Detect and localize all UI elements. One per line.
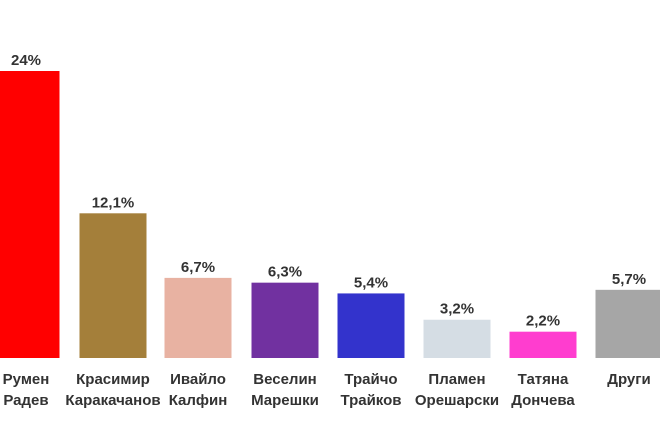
category-label-line: Други [607, 371, 650, 388]
value-label-2: 6,7% [181, 259, 215, 276]
category-label-line: Татяна [518, 371, 569, 388]
category-label-line: Веселин [253, 371, 316, 388]
category-label-line: Дончева [511, 392, 575, 409]
bar-3 [251, 282, 319, 358]
value-label-6: 2,2% [526, 313, 560, 330]
value-label-4: 5,4% [354, 274, 388, 291]
value-label-0: 24% [11, 52, 41, 69]
category-label-line: Каракачанов [65, 392, 160, 409]
category-label-3: Веселин Марешки [251, 371, 319, 409]
category-labels-group: Румен Радев Красимир Каракачанов Ивайло Калфи… [3, 371, 651, 409]
bars-group [0, 71, 660, 358]
value-label-7: 5,7% [612, 271, 646, 288]
category-label-line: Трайков [340, 392, 401, 409]
category-label-0: Румен Радев [3, 371, 50, 409]
bar-5 [423, 319, 491, 358]
value-labels-group: 24% 12,1% 6,7% 6,3% 5,4% 3,2% 2,2% 5,7% [11, 52, 646, 330]
category-label-line: Ивайло [170, 371, 226, 388]
category-label-line: Красимир [76, 371, 150, 388]
bar-2 [164, 277, 232, 358]
bar-6 [509, 331, 577, 358]
category-label-4: Трайчо Трайков [340, 371, 401, 409]
category-label-line: Пламен [428, 371, 485, 388]
category-label-line: Орешарски [415, 392, 499, 409]
value-label-3: 6,3% [268, 264, 302, 281]
category-label-line: Трайчо [344, 371, 397, 388]
category-label-2: Ивайло Калфин [169, 371, 228, 409]
bar-7 [595, 289, 660, 358]
category-label-line: Радев [3, 392, 48, 409]
bar-4 [337, 293, 405, 358]
category-label-line: Калфин [169, 392, 228, 409]
category-label-line: Румен [3, 371, 50, 388]
category-label-6: Татяна Дончева [511, 371, 575, 409]
value-label-1: 12,1% [92, 194, 135, 211]
category-label-5: Пламен Орешарски [415, 371, 499, 409]
value-label-5: 3,2% [440, 301, 474, 318]
category-label-line: Марешки [251, 392, 319, 409]
bar-1 [79, 213, 147, 358]
bar-0 [0, 71, 60, 358]
category-label-7: Други [607, 371, 650, 388]
category-label-1: Красимир Каракачанов [65, 371, 160, 409]
